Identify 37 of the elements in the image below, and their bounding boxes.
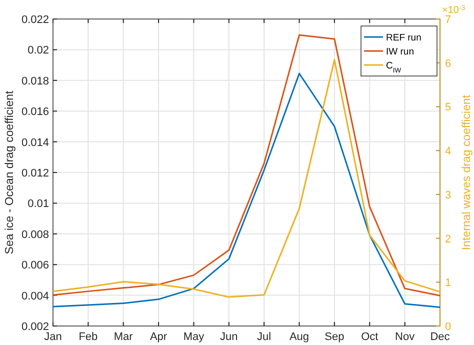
y-tick-label: 0.022: [21, 14, 49, 26]
x-tick-label: Jan: [44, 331, 62, 343]
y-tick-label: 0.006: [21, 260, 49, 272]
x-tick-label: Dec: [430, 331, 450, 343]
x-tick-label: Jul: [257, 331, 272, 343]
x-tick-label: Apr: [150, 331, 168, 343]
x-tick-label: Oct: [361, 331, 378, 343]
y2-tick-label: 6: [445, 58, 452, 70]
legend-label: IW run: [386, 46, 414, 58]
legend-label: C$_{IW}$: [386, 60, 402, 74]
y2-tick-label: 0: [445, 321, 452, 333]
x-tick-label: May: [183, 331, 205, 343]
legend-label: REF run: [386, 32, 422, 44]
y2-tick-label: 3: [445, 189, 452, 202]
y-tick-label: 0.004: [21, 290, 49, 302]
x-tick-label: Nov: [395, 331, 416, 343]
x-tick-label: Feb: [78, 331, 98, 343]
y2-tick-label: 1: [445, 277, 452, 290]
y2-axis-title: Internal waves drag coefficient: [461, 94, 473, 250]
x-tick-label: Aug: [289, 331, 310, 343]
x-tick-label: Sep: [324, 331, 344, 343]
text: ×10$^{-3}$: [442, 4, 466, 16]
y2-tick-label: 4: [445, 146, 452, 158]
y-tick-label: 0.018: [21, 75, 49, 88]
y-tick-label: 0.02: [28, 44, 49, 57]
y2-tick-label: 7: [445, 14, 452, 26]
y-tick-label: 0.012: [21, 168, 49, 180]
y-axis-title: Sea ice - Ocean drag coefficient: [4, 90, 16, 254]
x-tick-label: Mar: [114, 331, 134, 343]
y2-tick-label: 5: [445, 102, 452, 114]
y2-tick-label: 2: [445, 233, 452, 246]
y-tick-label: 0.008: [21, 228, 49, 241]
x-tick-label: Jun: [220, 331, 238, 343]
y-tick-label: 0.014: [21, 136, 49, 149]
y-tick-label: 0.002: [21, 321, 49, 333]
y-tick-label: 0.016: [21, 106, 49, 118]
y-tick-label: 0.01: [28, 198, 49, 210]
